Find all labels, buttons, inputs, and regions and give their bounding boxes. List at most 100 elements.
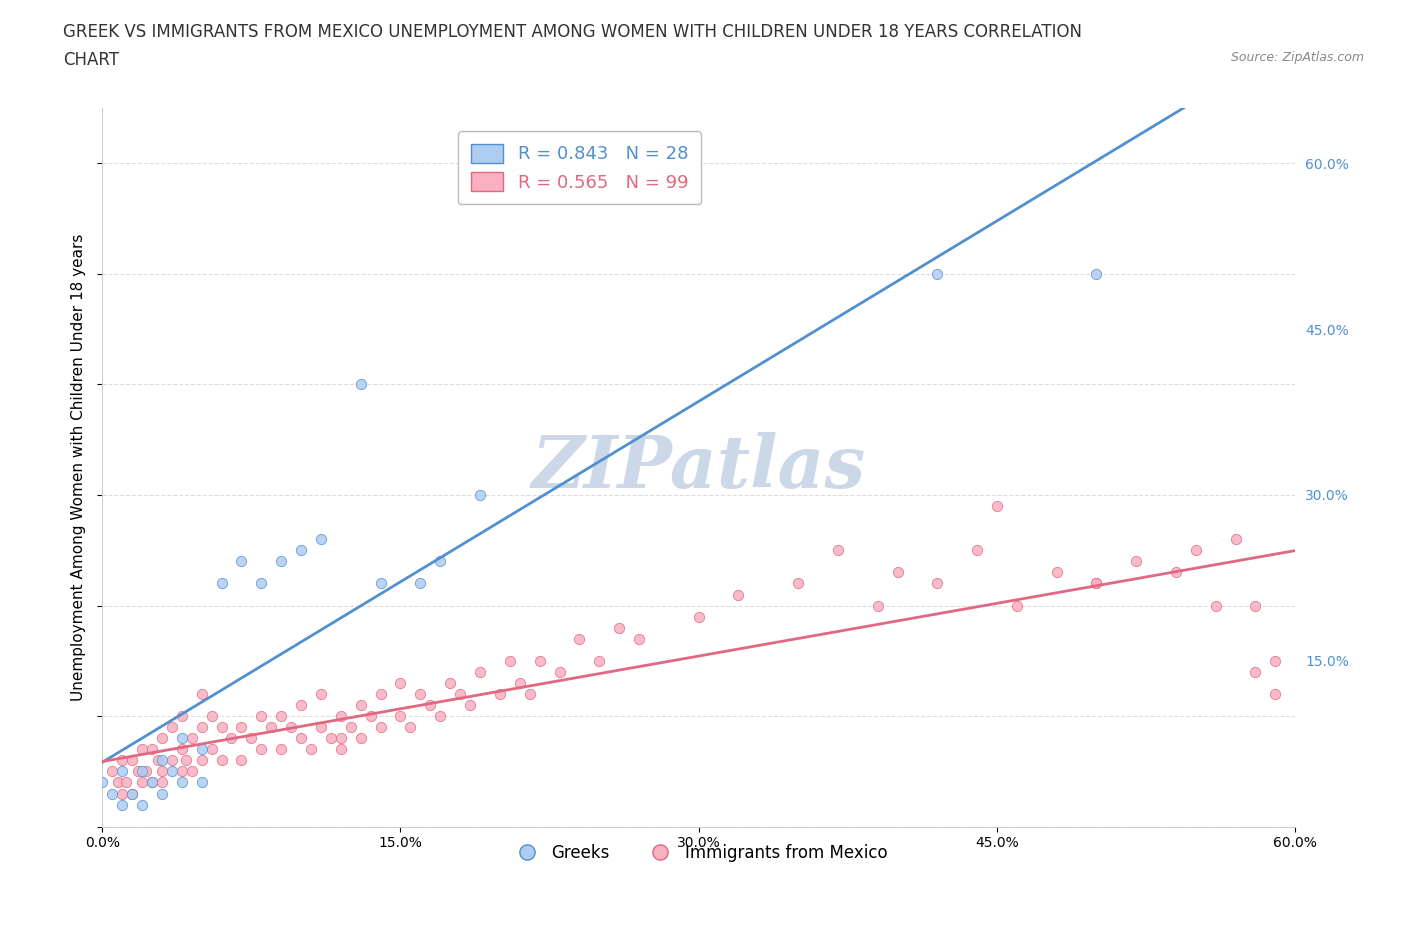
Point: [115, 775, 138, 790]
Point: [329, 742, 352, 757]
Point: [468, 487, 491, 502]
Point: [350, 377, 373, 392]
Point: [309, 532, 332, 547]
Point: [329, 709, 352, 724]
Point: [131, 742, 153, 757]
Point: [190, 686, 212, 701]
Text: Source: ZipAtlas.com: Source: ZipAtlas.com: [1230, 51, 1364, 64]
Legend: Greeks, Immigrants from Mexico: Greeks, Immigrants from Mexico: [503, 837, 894, 869]
Point: [101, 786, 124, 801]
Point: [231, 554, 253, 569]
Point: [131, 764, 153, 778]
Point: [160, 764, 183, 778]
Y-axis label: Unemployment Among Women with Children Under 18 years: Unemployment Among Women with Children U…: [72, 233, 86, 701]
Point: [290, 731, 312, 746]
Point: [101, 764, 124, 778]
Text: GREEK VS IMMIGRANTS FROM MEXICO UNEMPLOYMENT AMONG WOMEN WITH CHILDREN UNDER 18 : GREEK VS IMMIGRANTS FROM MEXICO UNEMPLOY…: [63, 23, 1083, 41]
Point: [568, 631, 591, 646]
Point: [449, 686, 471, 701]
Point: [429, 554, 451, 569]
Point: [270, 709, 292, 724]
Point: [1244, 664, 1267, 679]
Point: [1085, 576, 1108, 591]
Point: [299, 742, 322, 757]
Point: [240, 731, 263, 746]
Point: [1085, 266, 1108, 281]
Point: [111, 764, 134, 778]
Point: [270, 554, 292, 569]
Point: [141, 775, 163, 790]
Point: [1046, 565, 1069, 579]
Point: [607, 620, 630, 635]
Point: [927, 266, 949, 281]
Point: [170, 731, 193, 746]
Point: [499, 654, 522, 669]
Point: [250, 742, 273, 757]
Point: [370, 576, 392, 591]
Point: [111, 797, 134, 812]
Point: [270, 742, 292, 757]
Point: [350, 698, 373, 712]
Point: [1264, 654, 1286, 669]
Point: [429, 709, 451, 724]
Point: [190, 753, 212, 768]
Point: [200, 742, 222, 757]
Point: [489, 686, 512, 701]
Point: [111, 786, 134, 801]
Point: [221, 731, 243, 746]
Point: [986, 498, 1008, 513]
Point: [339, 720, 361, 735]
Point: [458, 698, 481, 712]
Point: [190, 720, 212, 735]
Point: [131, 797, 153, 812]
Point: [211, 720, 233, 735]
Point: [439, 675, 461, 690]
Point: [170, 709, 193, 724]
Point: [409, 576, 432, 591]
Point: [141, 775, 163, 790]
Point: [107, 775, 129, 790]
Point: [170, 742, 193, 757]
Point: [360, 709, 382, 724]
Point: [170, 775, 193, 790]
Point: [927, 576, 949, 591]
Point: [1205, 598, 1227, 613]
Point: [548, 664, 571, 679]
Point: [260, 720, 283, 735]
Point: [190, 775, 212, 790]
Point: [150, 764, 173, 778]
Point: [509, 675, 531, 690]
Point: [290, 543, 312, 558]
Point: [688, 609, 710, 624]
Point: [160, 720, 183, 735]
Point: [866, 598, 889, 613]
Point: [146, 753, 169, 768]
Point: [280, 720, 302, 735]
Text: ZIPatlas: ZIPatlas: [531, 432, 866, 503]
Point: [727, 587, 749, 602]
Point: [250, 576, 273, 591]
Point: [290, 698, 312, 712]
Point: [389, 675, 412, 690]
Point: [160, 753, 183, 768]
Point: [1005, 598, 1028, 613]
Point: [1244, 598, 1267, 613]
Point: [121, 753, 143, 768]
Text: CHART: CHART: [63, 51, 120, 69]
Point: [1125, 554, 1147, 569]
Point: [1264, 686, 1286, 701]
Point: [519, 686, 541, 701]
Point: [231, 753, 253, 768]
Point: [309, 686, 332, 701]
Point: [91, 775, 114, 790]
Point: [350, 731, 373, 746]
Point: [399, 720, 422, 735]
Point: [966, 543, 988, 558]
Point: [827, 543, 849, 558]
Point: [529, 654, 551, 669]
Point: [1225, 532, 1247, 547]
Point: [588, 654, 610, 669]
Point: [170, 764, 193, 778]
Point: [231, 720, 253, 735]
Point: [1085, 576, 1108, 591]
